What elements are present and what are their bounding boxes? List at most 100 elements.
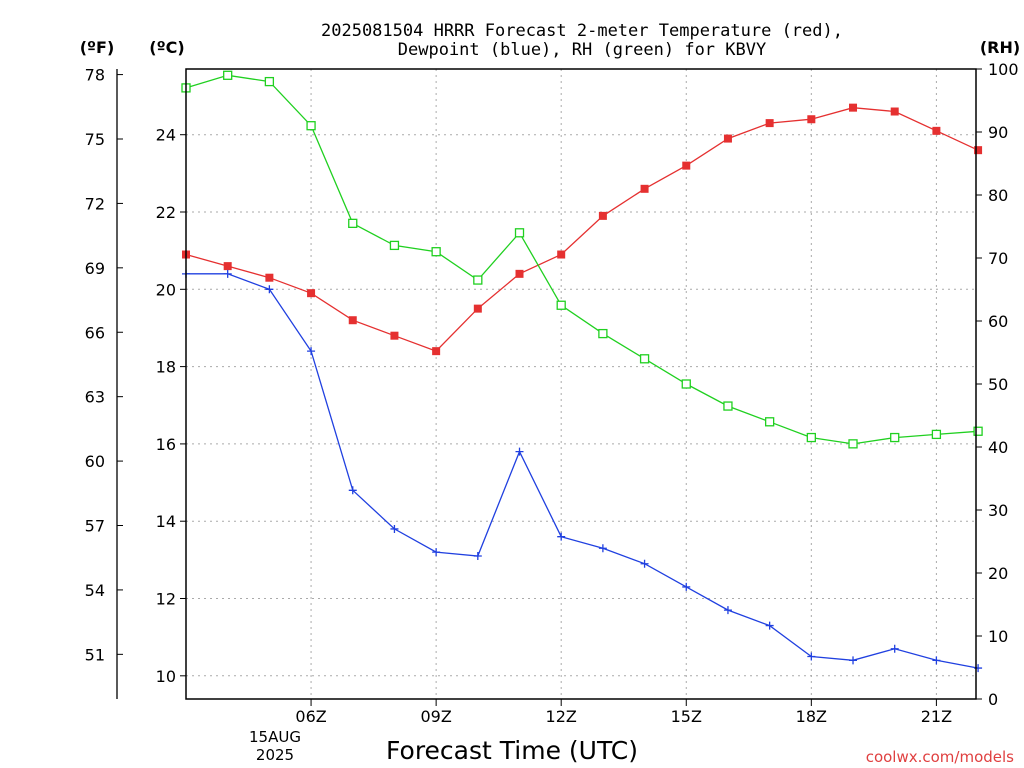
rh-tick-label: 80	[988, 186, 1008, 205]
series-layer	[181, 70, 983, 673]
celsius-tick-label: 22	[156, 203, 176, 222]
fahrenheit-tick-label: 57	[85, 517, 105, 536]
rh-point	[431, 247, 441, 257]
x-axis-title: Forecast Time (UTC)	[386, 736, 638, 765]
rh-tick-label: 0	[988, 690, 998, 709]
temperature-point	[473, 304, 482, 313]
temperature-point	[348, 316, 357, 325]
rh-point	[723, 401, 733, 411]
temperature-point	[432, 347, 441, 356]
rh-point	[931, 429, 942, 440]
rh-tick-label: 70	[988, 249, 1008, 268]
x-tick-label: 12Z	[546, 707, 577, 726]
temperature-point	[849, 103, 858, 112]
rh-point	[389, 240, 400, 251]
dewpoint-point	[473, 551, 482, 560]
temperature-point	[890, 107, 899, 116]
fahrenheit-tick-label: 54	[85, 581, 105, 600]
rh-point	[848, 439, 858, 449]
x-tick-label: 15Z	[671, 707, 702, 726]
rh-point	[348, 218, 358, 229]
celsius-unit-label: (ºC)	[149, 38, 184, 57]
fahrenheit-tick-label: 69	[85, 259, 105, 278]
dewpoint-point	[890, 644, 899, 653]
dewpoint-point	[807, 652, 816, 661]
temperature-point	[265, 273, 274, 282]
temperature-point	[515, 269, 524, 278]
fahrenheit-tick-label: 78	[85, 66, 105, 85]
dewpoint-line	[186, 273, 979, 669]
celsius-tick-label: 16	[156, 435, 176, 454]
rh-point	[223, 70, 233, 80]
rh-point	[473, 275, 483, 285]
rh-point	[264, 76, 275, 87]
fahrenheit-tick-label: 72	[85, 194, 105, 213]
temperature-point	[682, 161, 691, 170]
rh-tick-label: 10	[988, 627, 1008, 646]
dewpoint-point	[307, 347, 316, 356]
date-label-day: 15AUG	[249, 728, 301, 746]
rh-point	[598, 328, 608, 339]
dewpoint-point	[515, 447, 524, 456]
dewpoint-point	[348, 486, 357, 495]
rh-tick-label: 100	[988, 60, 1019, 79]
date-label-year: 2025	[256, 746, 294, 764]
rh-tick-label: 40	[988, 438, 1008, 457]
dewpoint-point	[390, 524, 399, 533]
rh-tick-label: 50	[988, 375, 1008, 394]
temperature-point	[557, 250, 566, 259]
series-temperature	[182, 103, 983, 356]
x-tick-label: 09Z	[420, 707, 451, 726]
temperature-point	[765, 119, 774, 128]
x-tick-label: 21Z	[921, 707, 952, 726]
temperature-point	[390, 331, 399, 340]
rh-tick-label: 30	[988, 501, 1008, 520]
celsius-tick-label: 10	[156, 667, 176, 686]
celsius-tick-label: 24	[156, 126, 176, 145]
temperature-point	[807, 115, 816, 124]
series-dewpoint	[182, 269, 983, 673]
series-rh	[181, 70, 983, 449]
temperature-point	[723, 134, 732, 143]
x-tick-label: 06Z	[295, 707, 326, 726]
rh-point	[514, 228, 525, 238]
rh-point	[681, 379, 691, 389]
rh-point	[764, 417, 775, 427]
rh-point	[639, 354, 650, 364]
dewpoint-point	[682, 582, 691, 591]
temperature-point	[223, 262, 232, 271]
rh-point	[556, 300, 566, 310]
fahrenheit-tick-label: 66	[85, 323, 105, 342]
temperature-point	[974, 146, 983, 155]
dewpoint-point	[598, 544, 607, 553]
rh-tick-label: 60	[988, 312, 1008, 331]
dewpoint-point	[432, 548, 441, 557]
rh-point	[890, 432, 900, 443]
temperature-point	[640, 184, 649, 193]
rh-tick-label: 20	[988, 564, 1008, 583]
axes-layer: 10 12 14 16 18 20 22 24 51 54 57 60 63 66 69 72 75 78 0 10 2…	[85, 60, 1019, 726]
rh-unit-label: (RH)	[980, 38, 1020, 57]
dewpoint-point	[765, 621, 774, 630]
rh-tick-label: 90	[988, 123, 1008, 142]
fahrenheit-tick-label: 63	[85, 388, 105, 407]
dewpoint-point	[223, 269, 232, 278]
rh-line	[185, 74, 979, 445]
dewpoint-point	[557, 532, 566, 541]
dewpoint-point	[849, 656, 858, 665]
dewpoint-point	[723, 606, 732, 615]
rh-point	[973, 426, 983, 436]
celsius-tick-label: 12	[156, 590, 176, 609]
fahrenheit-unit-label: (ºF)	[80, 38, 115, 57]
chart-title-line1: 2025081504 HRRR Forecast 2-meter Tempera…	[321, 21, 843, 41]
temperature-point	[932, 126, 941, 135]
celsius-tick-label: 14	[156, 512, 176, 531]
dewpoint-point	[265, 285, 274, 294]
rh-point	[806, 432, 816, 443]
fahrenheit-tick-label: 75	[85, 130, 105, 149]
grid-layer	[186, 69, 976, 699]
temperature-point	[598, 211, 607, 220]
watermark: coolwx.com/models	[866, 748, 1014, 766]
x-tick-label: 18Z	[796, 707, 827, 726]
